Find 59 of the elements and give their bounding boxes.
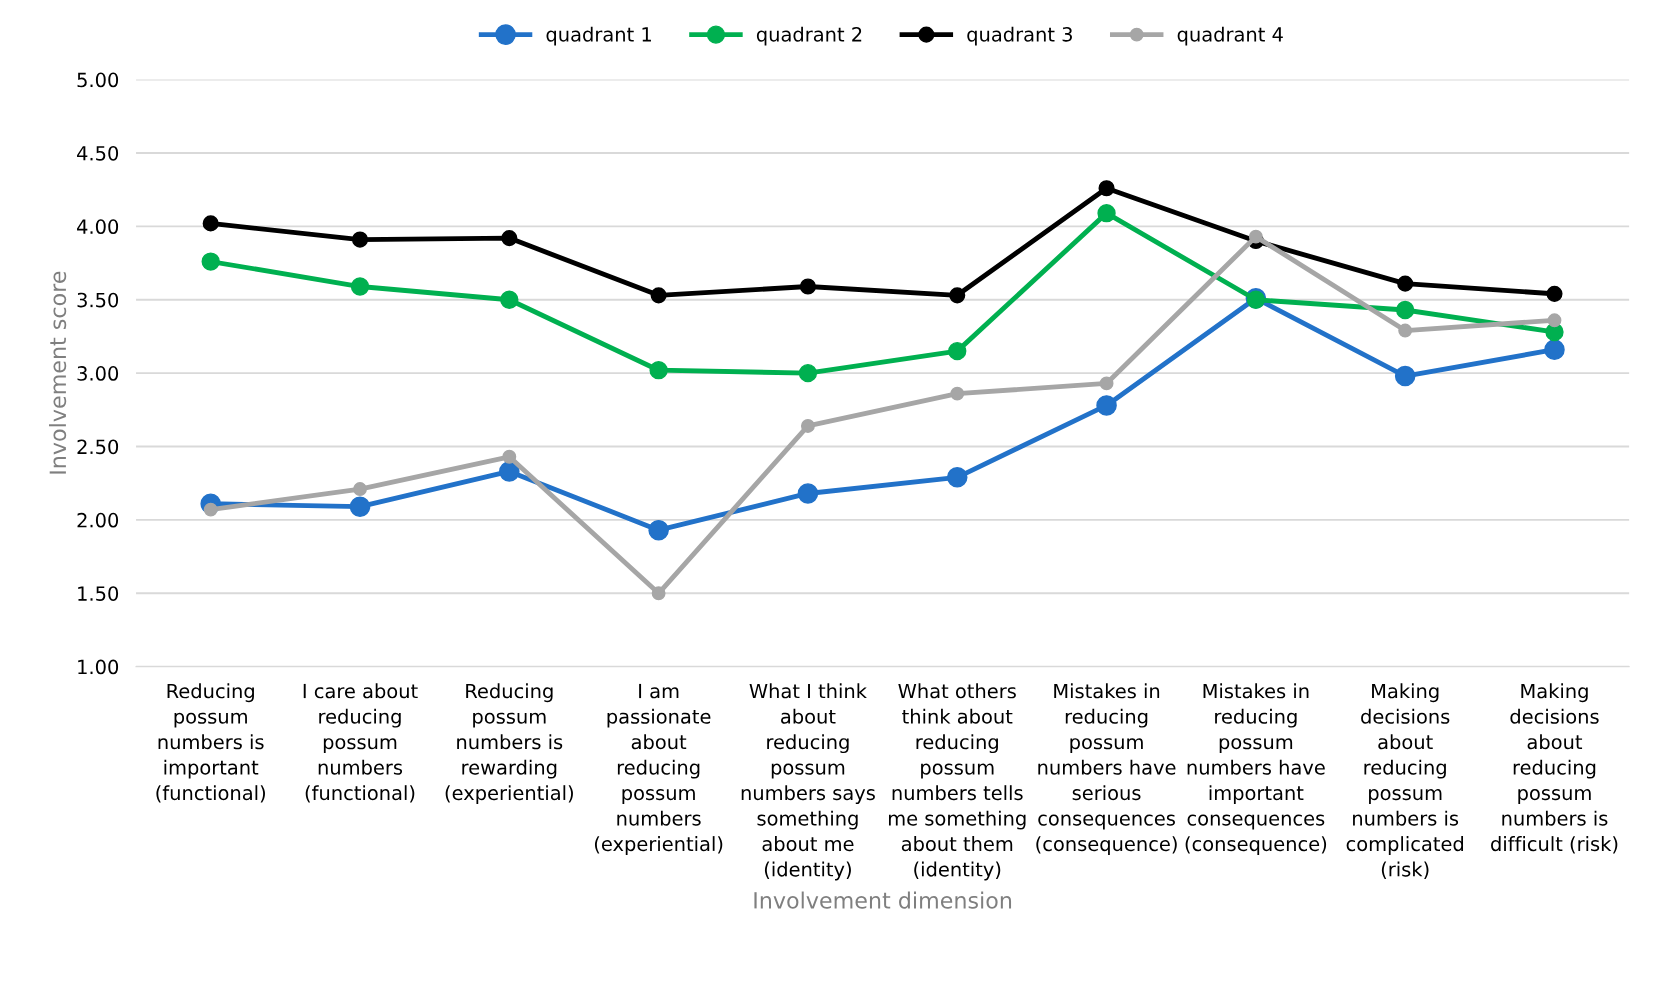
- point: [1098, 180, 1115, 197]
- x-tick-label: I am passionate about reducing possum numbers (experiential): [594, 683, 723, 855]
- point: [946, 467, 968, 488]
- point: [949, 287, 966, 304]
- x-tick-label: Mistakes in reducing possum numbers have serious consequences (consequence): [1036, 683, 1177, 855]
- point: [202, 215, 219, 232]
- point: [499, 461, 520, 482]
- y-tick-label: 2.00: [77, 512, 119, 528]
- point: [1248, 229, 1263, 244]
- y-tick-label: 1.50: [78, 586, 119, 601]
- legend-label: quadrant 3: [967, 26, 1072, 46]
- point: [948, 341, 967, 361]
- y-tick-label: 1.00: [78, 659, 119, 675]
- point: [799, 278, 816, 295]
- point: [350, 277, 370, 296]
- x-axis-title: Involvement dimension: [754, 891, 1012, 909]
- point: [353, 482, 367, 497]
- point: [1097, 203, 1116, 223]
- y-tick-label: 3.00: [77, 366, 119, 381]
- point: [650, 287, 667, 304]
- legend-label: quadrant 2: [756, 26, 862, 46]
- x-tick-label: I care about reducing possum numbers (functional): [303, 683, 418, 803]
- y-tick-label: 3.50: [77, 292, 119, 308]
- x-tick-label: Making decisions about reducing possum numbers is difficult (risk): [1491, 683, 1618, 854]
- point: [651, 586, 666, 601]
- point: [501, 230, 518, 247]
- point: [201, 252, 220, 271]
- point: [950, 386, 965, 401]
- point: [1395, 300, 1415, 320]
- point: [500, 290, 519, 309]
- y-tick-label: 2.50: [77, 439, 119, 455]
- point: [798, 363, 818, 383]
- point: [797, 483, 819, 504]
- x-tick-label: What I think about reducing possum numbers says something about me (identity): [741, 683, 875, 881]
- x-tick-label: Reducing possum numbers is important (functional): [156, 683, 265, 803]
- x-tick-label: Making decisions about reducing possum numbers is complicated (risk): [1346, 683, 1464, 879]
- point: [349, 496, 371, 517]
- x-tick-label: Reducing possum numbers is rewarding (experiential): [445, 683, 573, 804]
- point: [1096, 395, 1117, 416]
- point: [351, 231, 369, 248]
- x-tick-label: Mistakes in reducing possum numbers have important consequences (consequence): [1185, 683, 1327, 855]
- point: [1397, 275, 1414, 292]
- y-tick-label: 4.50: [77, 145, 119, 161]
- point: [1546, 285, 1563, 302]
- y-tick-label: 5.00: [77, 72, 119, 88]
- point: [1099, 376, 1114, 391]
- point: [502, 449, 517, 464]
- x-tick-label: What others think about reducing possum numbers tells me something about them (identity): [888, 683, 1026, 881]
- point: [800, 419, 815, 433]
- y-tick-label: 4.00: [77, 219, 119, 235]
- point: [648, 519, 669, 541]
- point: [1394, 365, 1416, 387]
- legend-label: quadrant 1: [546, 26, 651, 46]
- legend-label: quadrant 4: [1177, 26, 1283, 46]
- y-axis-title: Involvement score: [49, 271, 67, 474]
- point: [1547, 313, 1562, 328]
- point: [1544, 339, 1565, 360]
- point: [649, 361, 668, 380]
- point: [1398, 323, 1413, 338]
